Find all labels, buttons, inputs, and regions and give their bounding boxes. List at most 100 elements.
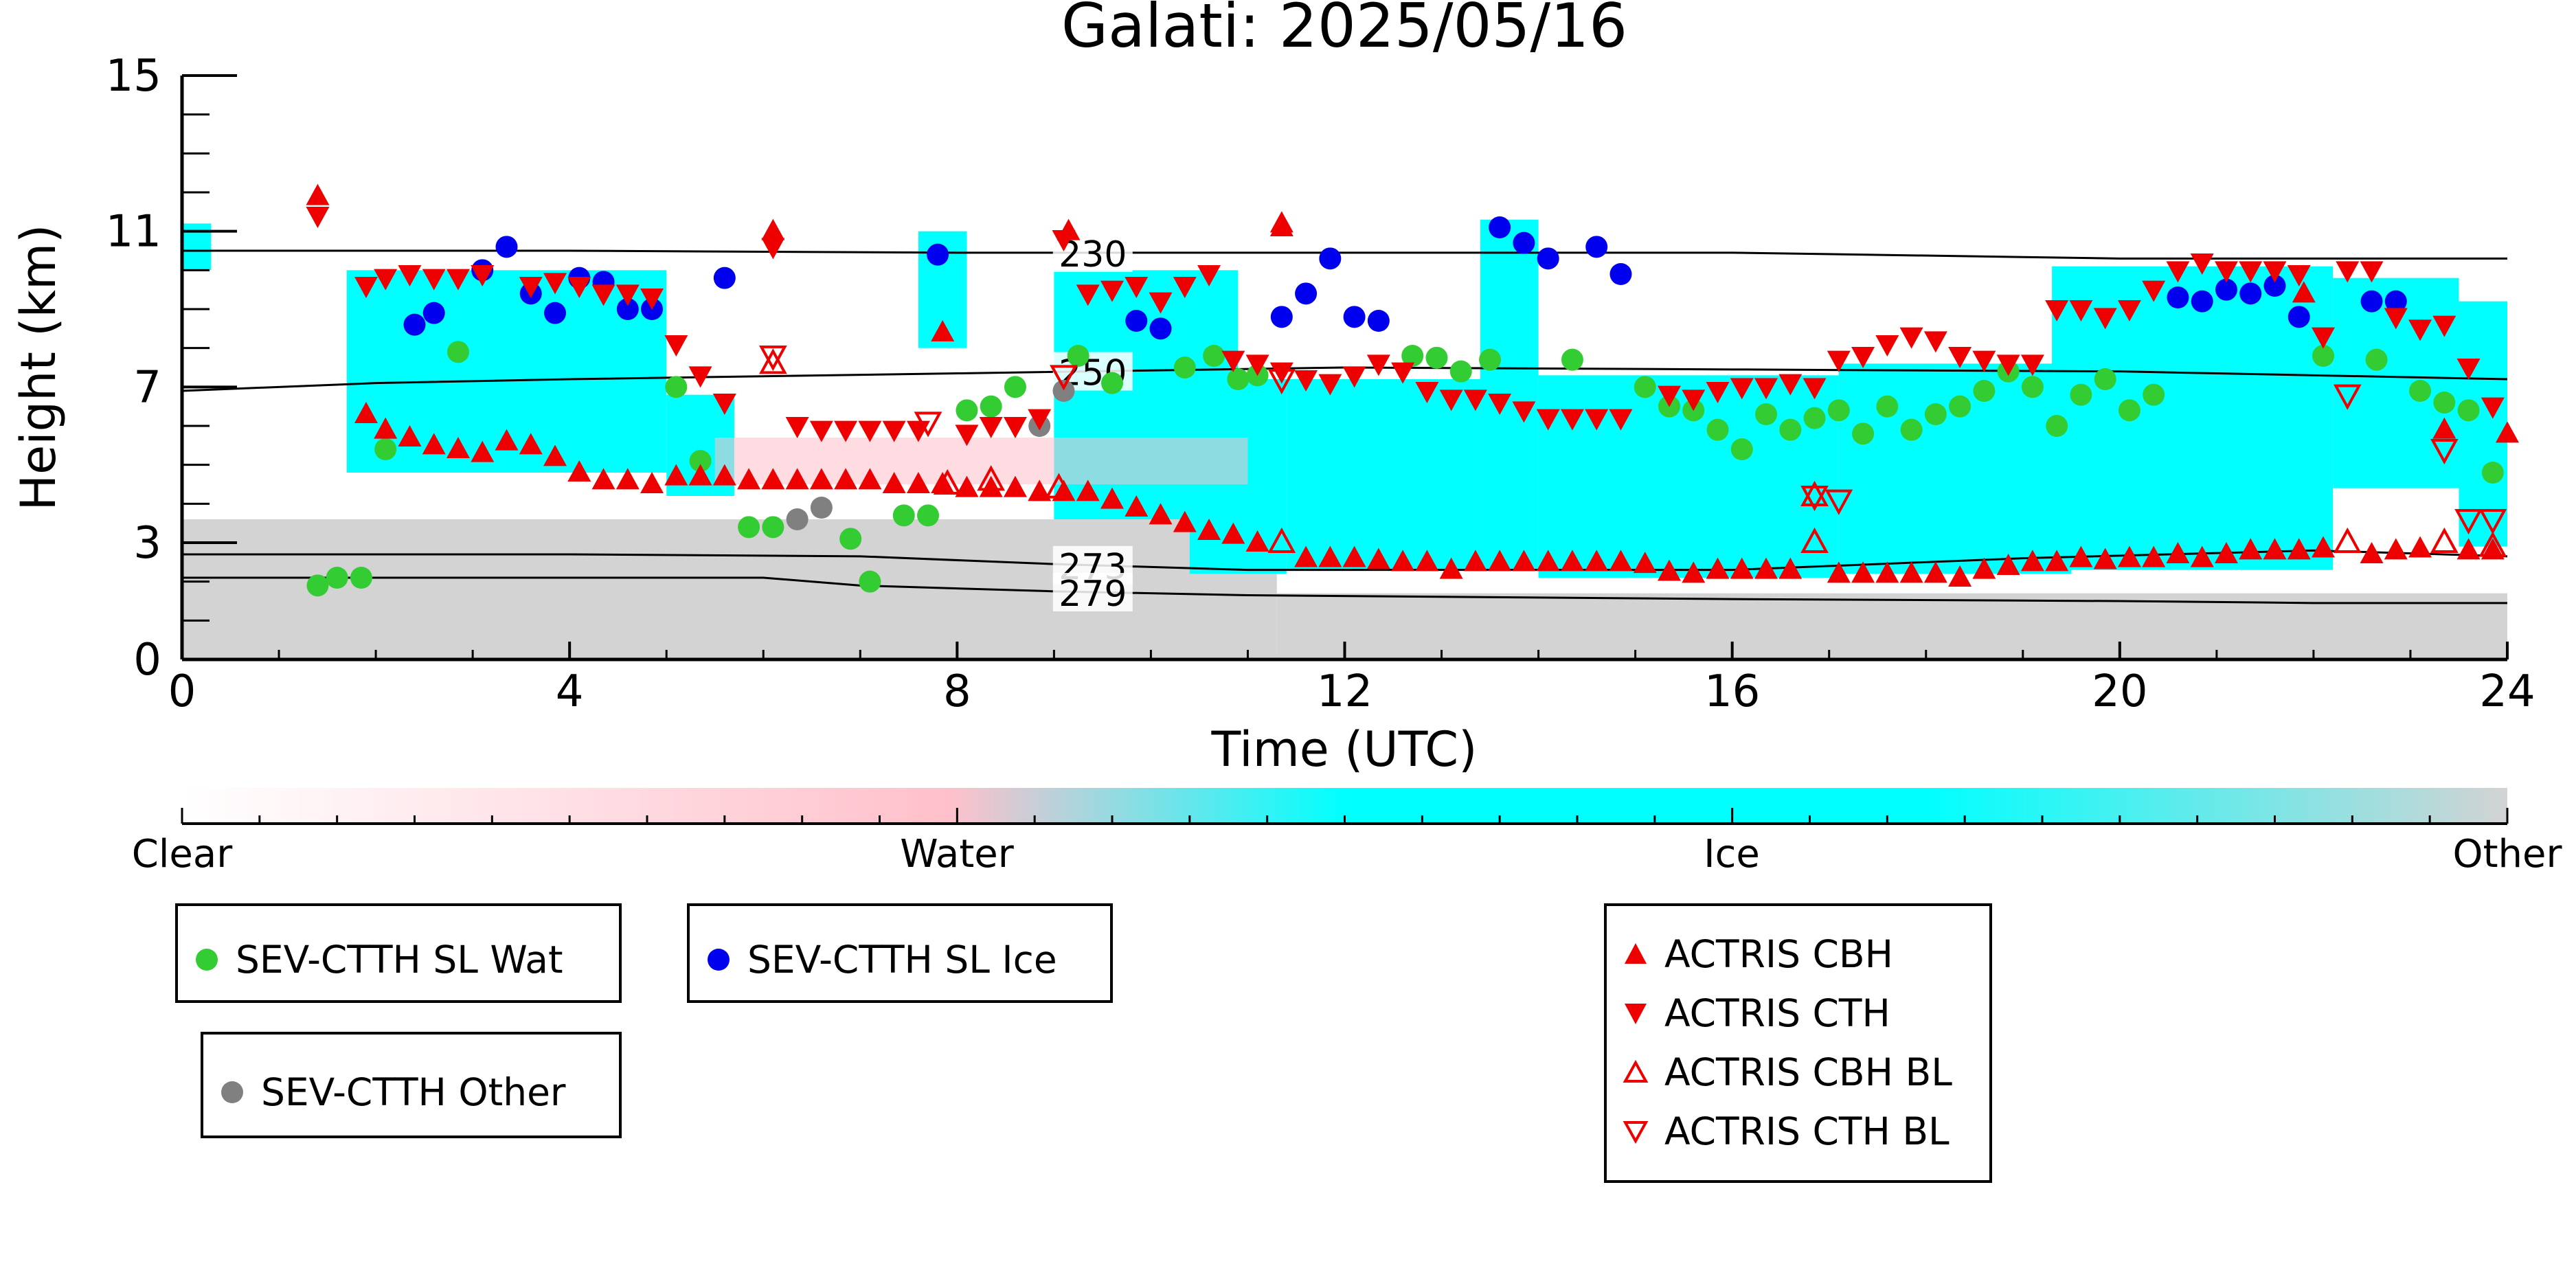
x-tick-label: 0: [168, 666, 196, 717]
point: [2119, 399, 2140, 421]
point: [1150, 317, 1172, 339]
isotherm-230: [182, 251, 2507, 258]
legend-label-sev-other: SEV-CTTH Other: [261, 1070, 566, 1114]
point: [1450, 361, 1472, 383]
point: [2022, 376, 2044, 398]
triangle-down-point: [980, 417, 1003, 438]
point: [1755, 403, 1777, 425]
triangle-down-point: [1367, 354, 1390, 376]
point: [2167, 286, 2189, 308]
point: [811, 497, 833, 519]
x-tick-label: 4: [556, 666, 584, 717]
point: [714, 267, 736, 289]
point: [665, 376, 687, 398]
point: [1925, 403, 1947, 425]
colorbar-label-water: Water: [900, 832, 1015, 877]
colorbar-label-other: Other: [2452, 832, 2562, 877]
triangle-down-point: [664, 335, 688, 357]
legend-label-actris-cbh: ACTRIS CBH: [1664, 932, 1893, 976]
point: [956, 399, 978, 421]
y-axis-label: Height (km): [10, 225, 67, 511]
triangle-up-filled-icon: [1620, 939, 1651, 969]
legend-label-sev-ice: SEV-CTTH SL Ice: [747, 938, 1057, 982]
point: [1707, 419, 1729, 441]
triangle-up-point: [306, 184, 329, 205]
y-tick-label: 7: [133, 362, 161, 413]
point: [2094, 368, 2116, 390]
point: [1609, 263, 1631, 285]
point: [787, 508, 809, 530]
legend-label-actris-cth-bl: ACTRIS CTH BL: [1664, 1109, 1950, 1153]
x-tick-label: 20: [2092, 666, 2147, 717]
point: [1973, 380, 1995, 402]
triangle-down-point: [1004, 417, 1027, 438]
triangle-up-open-icon: [1620, 1057, 1651, 1087]
point: [1876, 396, 1898, 418]
point: [326, 567, 348, 589]
point: [1067, 345, 1089, 367]
point: [1634, 376, 1656, 398]
point: [1804, 407, 1826, 429]
point: [1125, 310, 1147, 332]
point: [1731, 438, 1753, 460]
triangle-up-point: [2432, 530, 2456, 552]
isotherm-label-279: 279: [1059, 574, 1127, 615]
triangle-up-point: [761, 219, 784, 240]
triangle-down-point: [1875, 335, 1899, 357]
legend-green-circle-icon: [192, 945, 222, 975]
point: [980, 396, 1002, 418]
point: [404, 314, 426, 336]
point: [1227, 368, 1249, 390]
chart-title: Galati: 2025/05/16: [1061, 0, 1627, 61]
x-tick-label: 12: [1317, 666, 1372, 717]
y-tick-label: 0: [133, 635, 161, 686]
point: [544, 302, 566, 324]
colorbar: Clear Water Ice Other: [132, 788, 2563, 877]
point: [1779, 419, 1801, 441]
point: [2366, 349, 2388, 371]
triangle-up-point: [640, 472, 664, 493]
point: [306, 574, 328, 596]
colorbar-label-clear: Clear: [132, 832, 233, 877]
point: [374, 438, 396, 460]
legend-grey-circle-icon: [217, 1077, 247, 1107]
point: [738, 516, 760, 538]
point: [2046, 415, 2068, 437]
point: [1271, 306, 1293, 328]
y-tick-label: 15: [106, 51, 161, 102]
legend-actris: ACTRIS CBH ACTRIS CTH ACTRIS CBH BL ACTR…: [1604, 903, 1992, 1183]
point: [2409, 380, 2431, 402]
legend-label-actris-cbh-bl: ACTRIS CBH BL: [1664, 1050, 1952, 1094]
point: [1052, 380, 1074, 402]
triangle-down-open-icon: [1620, 1116, 1651, 1146]
legend-sev-wat: SEV-CTTH SL Wat: [175, 903, 622, 1003]
legend-sev-other: SEV-CTTH Other: [201, 1032, 622, 1138]
legend-blue-circle-icon: [703, 945, 734, 975]
point: [893, 504, 915, 526]
point: [350, 567, 372, 589]
point: [1585, 236, 1607, 258]
y-tick-label: 3: [133, 518, 161, 569]
point: [447, 341, 469, 363]
point: [1489, 216, 1511, 238]
triangle-down-point: [761, 238, 784, 259]
point: [1368, 310, 1390, 332]
point: [1561, 349, 1583, 371]
point: [2288, 306, 2310, 328]
triangle-up-point: [2336, 530, 2359, 552]
point: [2458, 399, 2480, 421]
point: [2239, 282, 2261, 304]
point: [1344, 306, 1366, 328]
point: [495, 236, 517, 258]
point: [2143, 384, 2165, 406]
triangle-down-point: [1924, 331, 1947, 352]
point: [1295, 282, 1317, 304]
point: [2191, 291, 2213, 313]
triangle-up-point: [1270, 215, 1293, 236]
legend-label-sev-wat: SEV-CTTH SL Wat: [236, 938, 563, 982]
triangle-up-point: [2384, 538, 2408, 559]
point: [1949, 396, 1971, 418]
point: [1425, 347, 1447, 369]
point: [1537, 247, 1559, 269]
point: [1319, 247, 1341, 269]
